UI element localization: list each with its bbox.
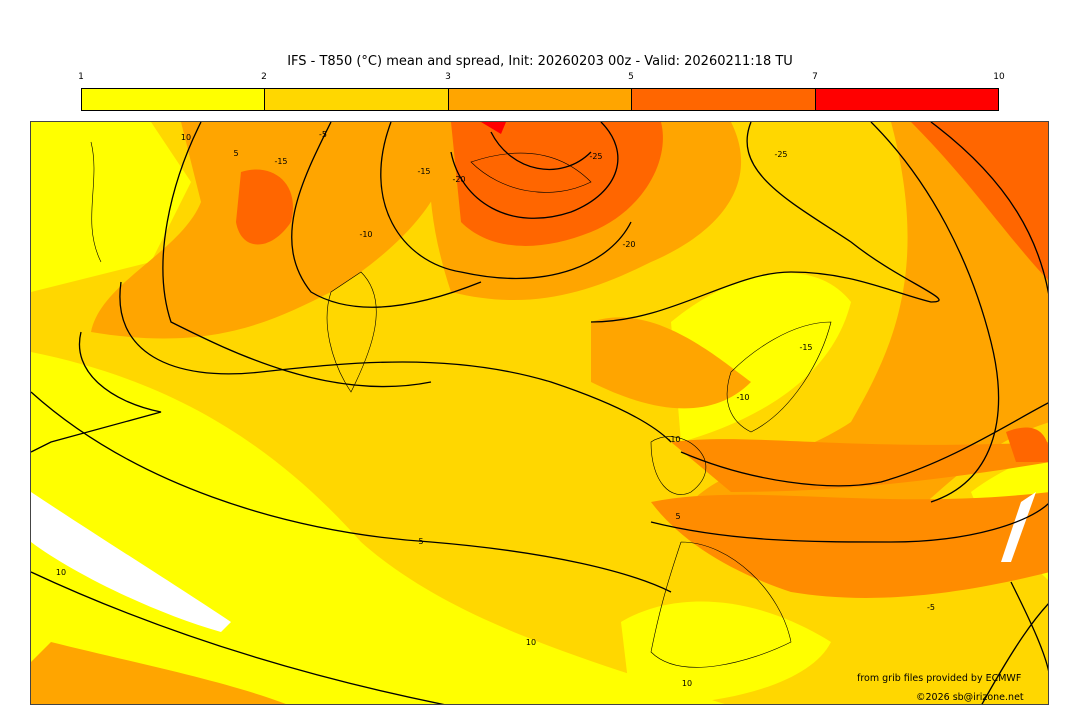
contour-label: -15 — [274, 157, 287, 166]
colorbar-bin-5-7 — [632, 89, 816, 110]
colorbar-tick: 7 — [812, 72, 818, 82]
colorbar-tick: 5 — [628, 72, 634, 82]
contour-label: -5 — [319, 130, 327, 139]
contour-label: -25 — [774, 150, 787, 159]
colorbar-bin-2-3 — [265, 89, 449, 110]
contour-label: 5 — [675, 512, 680, 521]
colorbar-tick: 1 — [78, 72, 84, 82]
contour-label: -5 — [927, 603, 935, 612]
contour-label: 10 — [682, 679, 692, 688]
contour-label: -20 — [622, 240, 635, 249]
contour-label: -10 — [667, 435, 680, 444]
contour-label: -25 — [589, 152, 602, 161]
data-source-credit: from grib files provided by ECMWF — [857, 673, 1022, 684]
colorbar-tick: 2 — [261, 72, 267, 82]
chart-title: IFS - T850 (°C) mean and spread, Init: 2… — [287, 54, 793, 69]
map-panel: 10 5 -5 -10 -15 -20 -25 -20 -25 -15 -10 … — [30, 121, 1049, 705]
contour-label: -20 — [452, 175, 465, 184]
spread-field — [31, 122, 1048, 704]
contour-label: 10 — [526, 638, 536, 647]
colorbar-bin-7-10 — [815, 89, 999, 110]
contour-label: -10 — [736, 393, 749, 402]
contour-label: 10 — [56, 568, 66, 577]
contour-label: -15 — [417, 167, 430, 176]
contour-label: -15 — [799, 343, 812, 352]
colorbar-tick: 10 — [993, 72, 1005, 82]
contour-label: -10 — [359, 230, 372, 239]
contour-label: 10 — [181, 133, 191, 142]
contour-label: 5 — [233, 149, 238, 158]
colorbar-bin-3-5 — [448, 89, 633, 110]
colorbar — [81, 88, 999, 111]
colorbar-tick: 3 — [445, 72, 451, 82]
colorbar-bin-1-2 — [82, 89, 266, 110]
contour-labels: 10 5 -5 -10 -15 -20 -25 -20 -25 -15 -10 … — [56, 130, 935, 688]
contour-label: 5 — [418, 537, 423, 546]
copyright-credit: ©2026 sb@irizone.net — [916, 692, 1024, 703]
